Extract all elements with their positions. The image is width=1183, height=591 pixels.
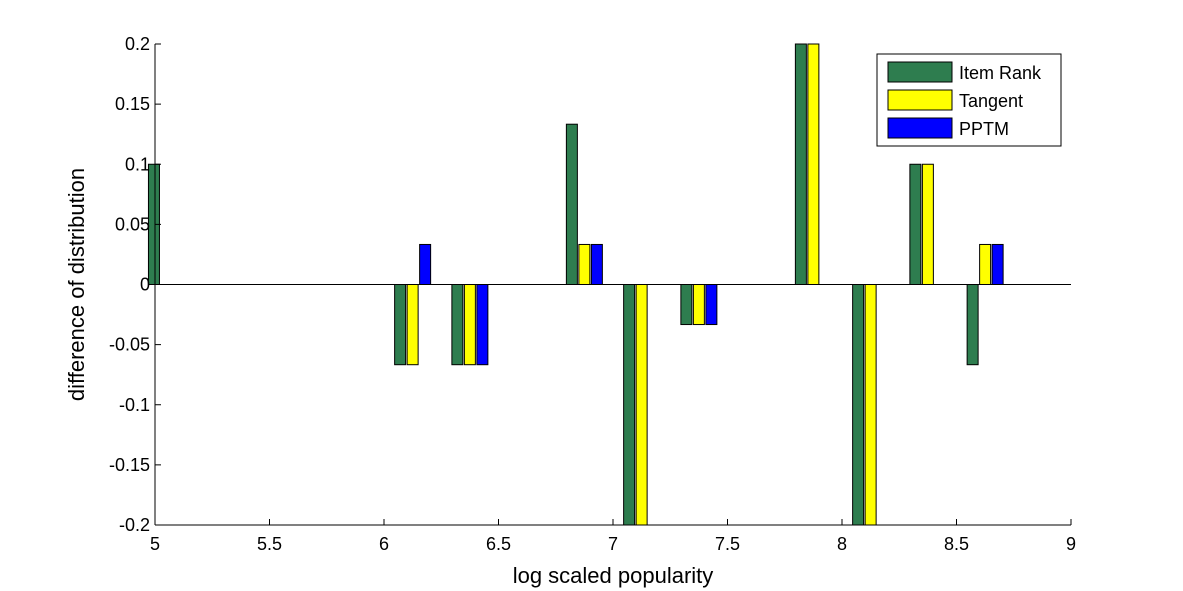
legend-swatch-tangent [887,89,953,111]
bar-tangent-5 [692,284,705,326]
bar-tangent-9 [979,243,992,286]
bar-pptm-2 [476,284,489,366]
legend-label-item-rank: Item Rank [959,63,1042,83]
bar-item-rank-6 [794,43,807,285]
legend-label-tangent: Tangent [959,91,1023,111]
bar-item-rank-2 [451,284,464,366]
x-tick-label: 8.5 [944,534,969,554]
bar-pptm-9 [991,243,1004,286]
x-tick-label: 7.5 [715,534,740,554]
legend-label-pptm: PPTM [959,119,1009,139]
bar-tangent-4 [635,284,648,526]
legend: Item Rank Tangent PPTM [876,53,1062,147]
bar-item-rank-8 [909,163,922,285]
legend-swatch-item-rank [887,61,953,83]
y-tick-label: -0.1 [119,395,150,415]
bar-item-rank-3 [565,123,578,285]
bar-item-rank-4 [623,284,636,526]
bar-item-rank-5 [680,284,693,326]
bar-tangent-6 [807,43,820,285]
x-tick-label: 7 [608,534,618,554]
y-tick-label: -0.05 [109,335,150,355]
y-tick-label: 0.05 [115,214,150,234]
bar-item-rank-1 [394,284,407,366]
bar-tangent-3 [578,243,591,286]
bar-pptm-3 [590,243,603,286]
y-tick-label: -0.2 [119,515,150,535]
x-tick-label: 6 [379,534,389,554]
y-tick-label: -0.15 [109,455,150,475]
x-axis-label: log scaled popularity [513,563,714,588]
x-tick-label: 5.5 [257,534,282,554]
bar-item-rank-7 [852,284,865,526]
bar-item-rank-9 [966,284,979,366]
x-tick-label: 9 [1066,534,1076,554]
y-tick-label: 0.2 [125,34,150,54]
bar-tangent-7 [864,284,877,526]
x-tick-label: 6.5 [486,534,511,554]
bar-pptm-5 [705,284,718,326]
y-tick-label: 0.15 [115,94,150,114]
bar-pptm-1 [419,243,432,286]
bar-tangent-2 [463,284,476,366]
bar-tangent-8 [921,163,934,285]
x-tick-label: 5 [150,534,160,554]
y-tick-label: 0 [140,275,150,295]
x-tick-label: 8 [837,534,847,554]
y-axis-label: difference of distribution [64,168,89,401]
legend-swatch-pptm [887,117,953,139]
y-tick-label: 0.1 [125,154,150,174]
axes-group: 5 5.5 6 6.5 7 7.5 8 8.5 9 -0.2 -0.15 -0.1 -0.05 0 0.05… [109,34,1076,554]
bar-tangent-1 [406,284,419,366]
